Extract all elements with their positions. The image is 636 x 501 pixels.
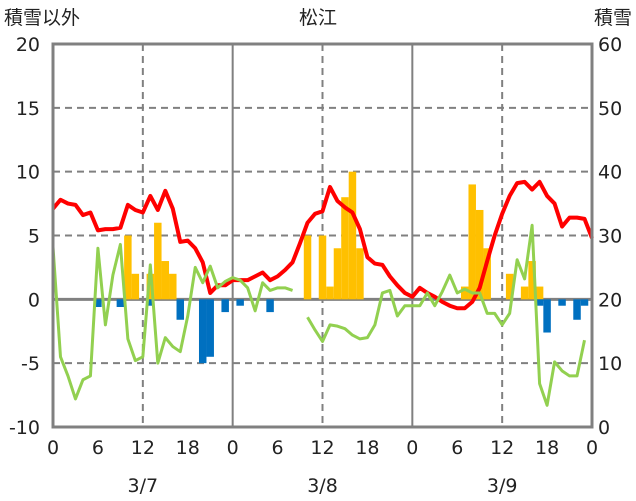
- plot-frame: [51, 42, 594, 429]
- orange-bar: [356, 248, 364, 300]
- orange-bar: [348, 171, 357, 300]
- orange-bar: [341, 197, 349, 300]
- x-tick-label: 6: [92, 437, 104, 459]
- blue-bar: [221, 299, 229, 313]
- orange-bar: [460, 286, 469, 300]
- x-tick-label: 6: [451, 437, 463, 459]
- right-tick-label: 20: [598, 289, 622, 311]
- date-label: 3/9: [487, 475, 518, 497]
- orange-bar: [475, 209, 484, 300]
- orange-bar: [520, 286, 529, 300]
- orange-bar: [169, 273, 177, 300]
- x-tick-label: 6: [272, 437, 284, 459]
- x-tick-label: 18: [176, 437, 200, 459]
- x-tick-label: 12: [131, 437, 155, 459]
- date-label: 3/7: [128, 475, 159, 497]
- blue-bar: [116, 299, 125, 307]
- orange-bar: [468, 184, 476, 300]
- orange-bar: [483, 248, 491, 300]
- red-line: [51, 179, 594, 311]
- x-tick-label: 0: [406, 437, 418, 459]
- blue-bar: [543, 299, 551, 333]
- blue-bar: [535, 299, 544, 306]
- right-tick-label: 40: [598, 162, 622, 184]
- orange-bar: [333, 248, 342, 300]
- left-tick-label: -5: [21, 353, 40, 375]
- orange-bar: [303, 235, 312, 300]
- green-line: [306, 223, 586, 407]
- blue-bar: [94, 299, 102, 307]
- orange-bar: [154, 222, 162, 300]
- left-tick-label: 10: [16, 162, 40, 184]
- blue-bar: [558, 299, 566, 306]
- x-tick-label: 0: [227, 437, 239, 459]
- orange-bar: [146, 273, 155, 300]
- x-tick-label: 18: [355, 437, 379, 459]
- x-tick-label: 12: [490, 437, 514, 459]
- blue-bar: [573, 299, 581, 320]
- chart-title: 松江: [299, 7, 337, 29]
- blue-bar: [176, 299, 185, 320]
- blue-bar: [206, 299, 214, 357]
- x-tick-label: 0: [586, 437, 598, 459]
- right-axis-title: 積雪: [594, 7, 632, 29]
- right-tick-label: 10: [598, 353, 622, 375]
- right-tick-label: 50: [598, 98, 622, 120]
- blue-bar: [580, 299, 589, 306]
- left-tick-label: 5: [28, 226, 40, 248]
- left-tick-label: 0: [28, 289, 40, 311]
- left-tick-label: 15: [16, 98, 40, 120]
- right-tick-label: 30: [598, 226, 622, 248]
- date-label: 3/8: [307, 475, 338, 497]
- x-tick-label: 12: [310, 437, 334, 459]
- left-tick-label: 20: [16, 34, 40, 56]
- blue-bar: [266, 299, 274, 313]
- left-tick-label: -10: [9, 417, 40, 439]
- blue-bar: [146, 299, 155, 306]
- x-tick-label: 18: [535, 437, 559, 459]
- right-tick-label: 60: [598, 34, 622, 56]
- green-line: [51, 242, 294, 401]
- orange-bar: [505, 273, 514, 300]
- x-tick-label: 0: [47, 437, 59, 459]
- orange-bar: [535, 286, 544, 300]
- blue-bar: [198, 299, 207, 364]
- orange-bar: [131, 273, 140, 300]
- orange-bar: [161, 261, 170, 300]
- blue-bar: [236, 299, 244, 306]
- orange-bar: [318, 235, 327, 300]
- right-tick-label: 0: [598, 417, 610, 439]
- left-axis-title: 積雪以外: [4, 7, 80, 29]
- orange-bar: [528, 261, 536, 300]
- orange-bar: [124, 235, 132, 300]
- orange-bar: [326, 286, 334, 300]
